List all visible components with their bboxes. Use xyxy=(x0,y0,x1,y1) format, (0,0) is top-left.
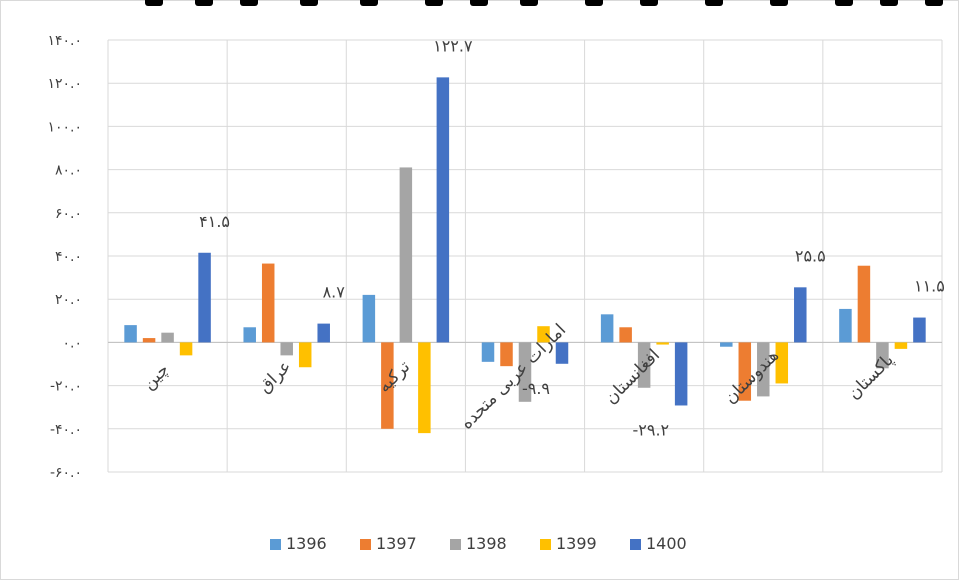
bar-1400 xyxy=(913,317,926,343)
bar-1400 xyxy=(794,287,807,343)
legend-swatch xyxy=(540,539,551,550)
bar-1399 xyxy=(418,342,431,434)
category-label: امارات عربی متحده xyxy=(457,320,570,433)
y-tick-label: ۴۰.۰ xyxy=(55,249,82,265)
legend-label: 1399 xyxy=(556,534,597,553)
y-tick-label: ۱۰۰.۰ xyxy=(47,119,82,135)
bar-1398 xyxy=(399,167,413,343)
bar-1397 xyxy=(500,342,513,367)
y-tick-label: ۲۰.۰ xyxy=(55,292,82,308)
bar-1398 xyxy=(757,342,770,397)
bar-1396 xyxy=(362,294,376,343)
bar-1397 xyxy=(619,327,632,343)
bar-1399 xyxy=(298,342,312,368)
title-fragment xyxy=(880,0,898,6)
bar-1396 xyxy=(481,342,495,362)
title-fragment xyxy=(835,0,853,6)
data-label: ۱۲۲.۷ xyxy=(433,36,473,55)
title-fragment xyxy=(300,0,318,6)
bar-1396 xyxy=(600,314,614,343)
bar-1399 xyxy=(656,342,669,345)
y-tick-label: ۰.۰ xyxy=(63,335,83,351)
data-label: -۹.۹ xyxy=(522,379,550,398)
legend: 1396 1397 1398 1399 1400 xyxy=(270,534,687,553)
y-tick-label: ۱۲۰.۰ xyxy=(47,76,82,92)
bar-1400 xyxy=(198,252,211,343)
bar-1400 xyxy=(317,323,330,343)
data-label: ۱۱.۵ xyxy=(914,277,945,296)
category-label: پاکستان xyxy=(844,350,898,404)
title-fragment xyxy=(470,0,488,6)
bar-1397 xyxy=(381,342,394,429)
bar-1398 xyxy=(280,342,293,356)
y-tick-label: ۱۴۰.۰ xyxy=(47,33,82,49)
bar-1398 xyxy=(161,332,174,343)
bar-1399 xyxy=(775,342,789,384)
bar-1397 xyxy=(261,263,275,343)
legend-swatch xyxy=(270,539,281,550)
legend-swatch xyxy=(360,539,371,550)
bar-1397 xyxy=(142,338,156,343)
title-fragment xyxy=(585,0,603,6)
title-fragment xyxy=(770,0,788,6)
legend-label: 1400 xyxy=(646,534,687,553)
bar-1396 xyxy=(720,342,733,347)
category-label: چین xyxy=(139,360,173,394)
title-fragment xyxy=(145,0,163,6)
legend-swatch xyxy=(630,539,641,550)
category-label: افغانستان xyxy=(601,345,664,408)
bar-1396 xyxy=(243,327,256,343)
legend-label: 1396 xyxy=(286,534,327,553)
title-fragment xyxy=(520,0,538,6)
title-fragment xyxy=(925,0,943,6)
bar-1396 xyxy=(124,325,137,343)
bar-1398 xyxy=(518,342,532,402)
bar-1400 xyxy=(555,342,569,364)
legend-swatch xyxy=(450,539,461,550)
bar-1400 xyxy=(436,77,450,343)
bar-1397 xyxy=(857,265,871,343)
data-labels: ۴۱.۵ ۸.۷ ۱۲۲.۷ -۹.۹ -۲۹.۲ ۲۵.۵ ۱۱.۵ xyxy=(199,36,945,439)
legend-label: 1398 xyxy=(466,534,507,553)
bar-1397 xyxy=(738,342,752,401)
bar-1398 xyxy=(876,342,889,369)
title-fragment xyxy=(705,0,723,6)
bars xyxy=(124,77,926,434)
y-tick-label: -۶۰.۰ xyxy=(50,465,82,481)
title-fragment xyxy=(195,0,213,6)
bar-1396 xyxy=(839,308,852,343)
cropped-title-strip xyxy=(0,0,959,10)
bar-1400 xyxy=(674,342,688,406)
title-fragment xyxy=(425,0,443,6)
title-fragment xyxy=(240,0,258,6)
title-fragment xyxy=(360,0,378,6)
category-label: عراق xyxy=(255,357,296,398)
y-axis-ticks: -۶۰.۰ -۴۰.۰ -۲۰.۰ ۰.۰ ۲۰.۰ ۴۰.۰ ۶۰.۰ ۸۰.۰ ۱۰۰.۰ ۱… xyxy=(47,33,82,481)
category-label: ترکیه xyxy=(374,357,414,397)
title-fragment xyxy=(640,0,658,6)
bar-1398 xyxy=(637,342,651,388)
category-label: هندوستان xyxy=(721,346,783,408)
legend-label: 1397 xyxy=(376,534,417,553)
y-tick-label: -۴۰.۰ xyxy=(50,422,82,438)
data-label: ۸.۷ xyxy=(323,283,346,302)
y-tick-label: ۶۰.۰ xyxy=(55,206,82,222)
bar-1399 xyxy=(894,342,908,349)
y-tick-label: -۲۰.۰ xyxy=(50,379,82,395)
data-label: ۴۱.۵ xyxy=(199,212,230,231)
bar-1399 xyxy=(537,326,550,343)
bar-1399 xyxy=(179,342,193,356)
data-label: ۲۵.۵ xyxy=(795,246,826,265)
y-tick-label: ۸۰.۰ xyxy=(55,163,82,179)
data-label: -۲۹.۲ xyxy=(633,420,670,439)
